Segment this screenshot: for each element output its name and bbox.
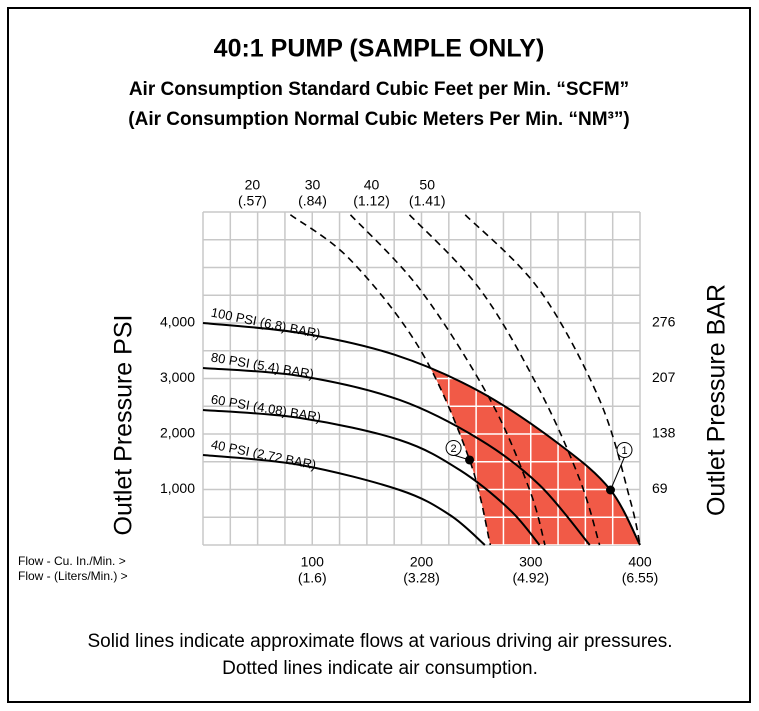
marker-badge (616, 441, 633, 458)
x-tick-label: 300 (519, 554, 543, 570)
y2-axis-label: Outlet Pressure BAR (703, 284, 731, 516)
x-tick-label: 200 (410, 554, 434, 570)
series-sublabel: (1.12) (353, 193, 390, 209)
y2-tick-label: 276 (652, 314, 676, 330)
marker-badge (445, 439, 462, 456)
flow-line (202, 408, 541, 546)
series-label: 50 (419, 177, 435, 193)
consumption-line (464, 214, 641, 546)
series-label: 40 PSI (2.72 BAR) (210, 437, 318, 473)
consumption-line (408, 214, 601, 546)
marker-leader (610, 456, 625, 491)
frame (7, 7, 751, 703)
flow-line (202, 366, 591, 546)
x-tick-sublabel: (3.28) (403, 570, 440, 586)
y-tick-label: 4,000 (160, 314, 195, 330)
chart-subtitle: (Air Consumption Normal Cubic Meters Per… (128, 109, 629, 130)
y2-tick-label: 207 (652, 369, 676, 385)
series-label: 40 (364, 177, 380, 193)
marker-point (465, 455, 475, 465)
y-tick-label: 1,000 (160, 480, 195, 496)
series-label: 80 PSI (5.4) BAR) (210, 350, 315, 382)
series-sublabel: (.84) (298, 193, 327, 209)
marker-point (606, 485, 616, 495)
x-tick-sublabel: (1.6) (298, 570, 327, 586)
marker-label: 1 (621, 445, 627, 457)
y-tick-label: 2,000 (160, 425, 195, 441)
series-label: 20 (245, 177, 261, 193)
y-axis-label: Outlet Pressure PSI (110, 315, 138, 536)
x-tick-label: 100 (301, 554, 325, 570)
footnote: Solid lines indicate approximate flows a… (87, 631, 673, 679)
y2-tick-label: 69 (652, 480, 668, 496)
chart-title: 40:1 PUMP (SAMPLE ONLY) (214, 35, 545, 63)
y2-tick-label: 138 (652, 425, 676, 441)
consumption-line (289, 214, 492, 546)
chart-subtitle: Air Consumption Standard Cubic Feet per … (129, 79, 629, 100)
series-label: 60 PSI (4.08) BAR) (210, 392, 322, 425)
flow-line (202, 453, 486, 546)
x-axis-label: Flow - Cu. In./Min. > (18, 554, 126, 568)
series-label: 30 (305, 177, 321, 193)
y-tick-label: 3,000 (160, 369, 195, 385)
x-tick-label: 400 (628, 554, 652, 570)
marker-label: 2 (451, 443, 457, 455)
series-sublabel: (.57) (238, 193, 267, 209)
x-axis-label: Flow - (Liters/Min.) > (18, 569, 128, 583)
x-tick-sublabel: (4.92) (512, 570, 549, 586)
x-tick-sublabel: (6.55) (622, 570, 659, 586)
consumption-line (349, 214, 546, 546)
series-sublabel: (1.41) (409, 193, 446, 209)
